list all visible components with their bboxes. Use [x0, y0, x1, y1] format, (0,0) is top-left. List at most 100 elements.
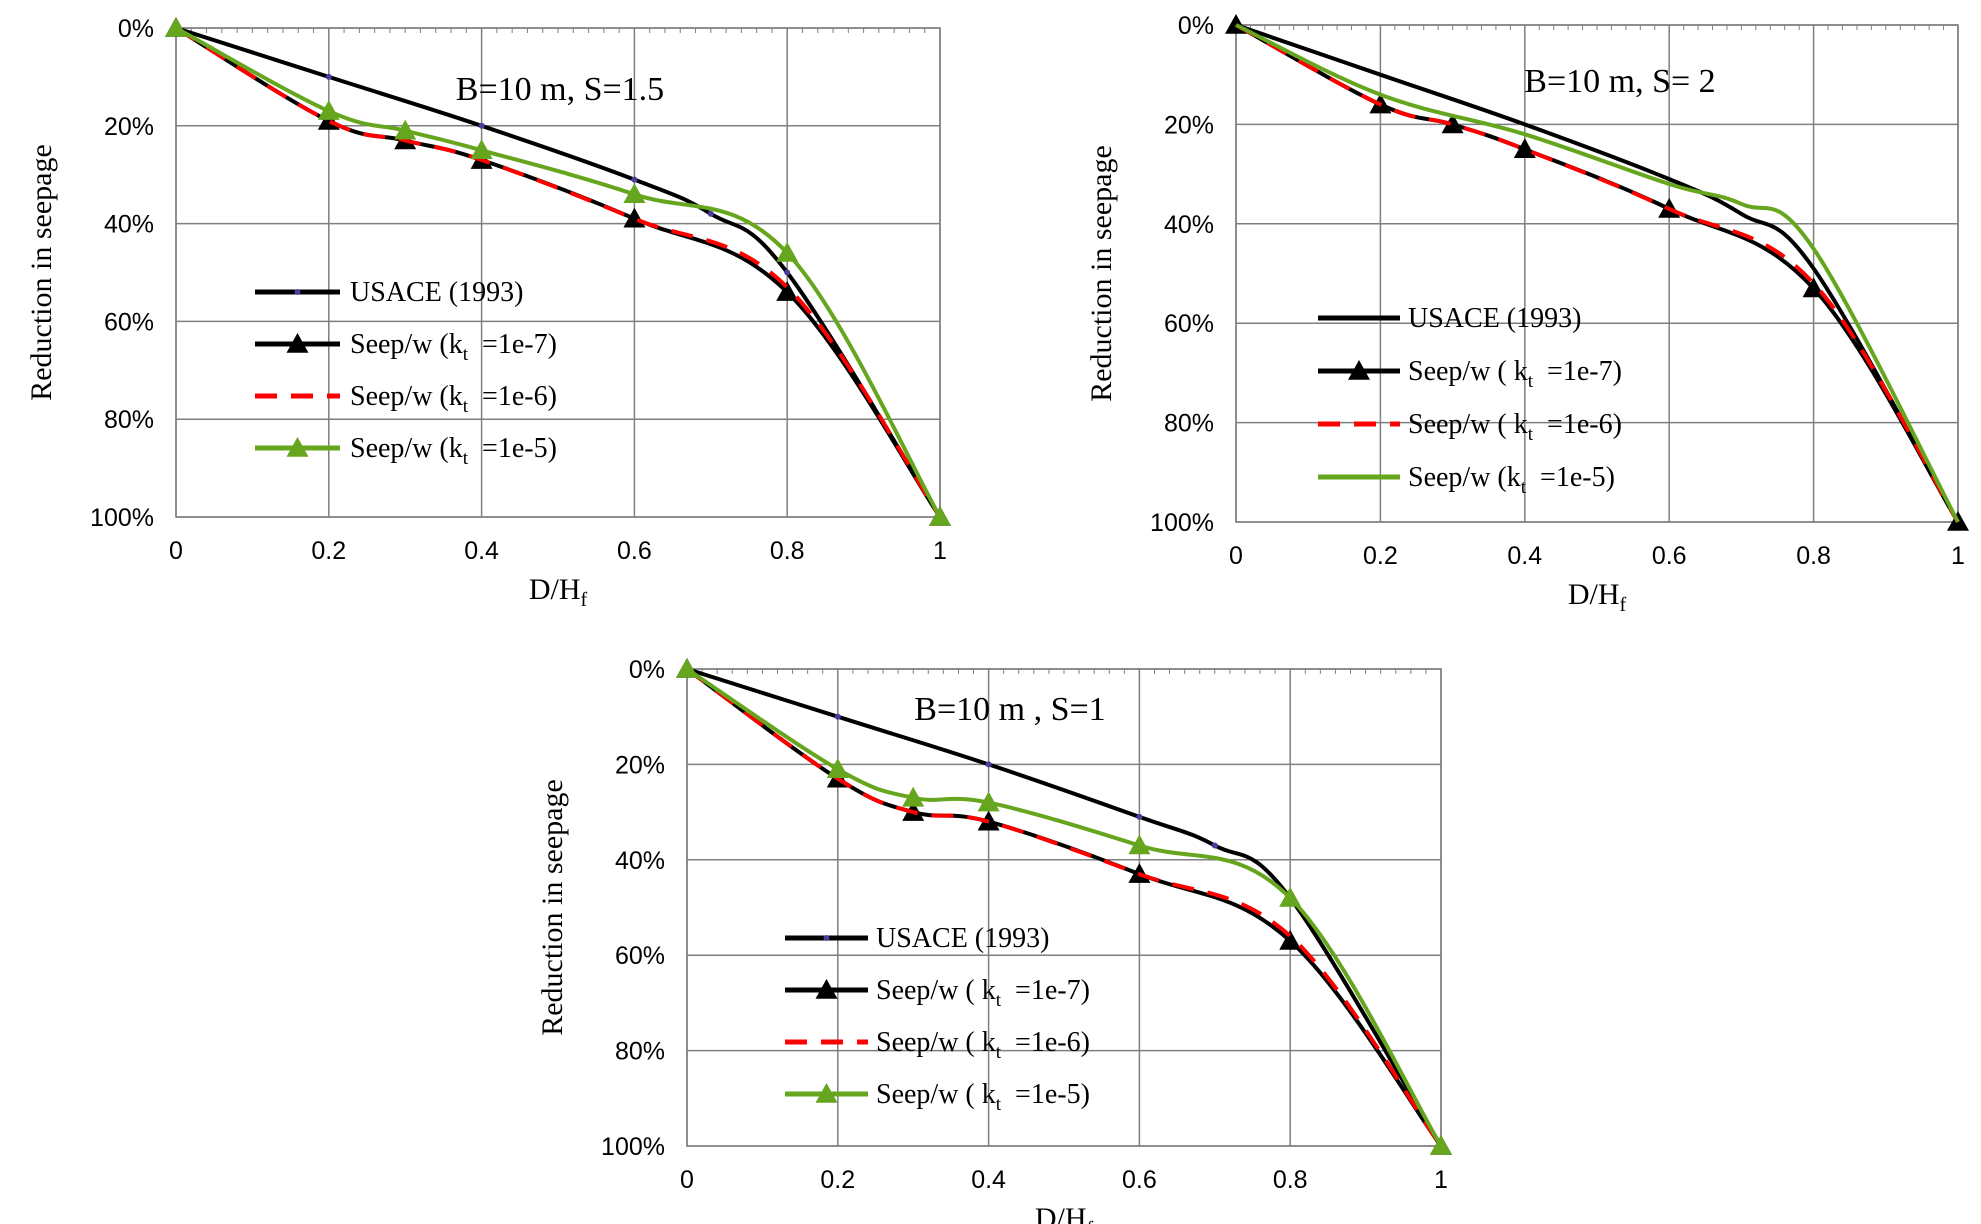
legend-marker [815, 1083, 838, 1103]
data-point [784, 269, 791, 276]
y-tick-label: 0% [118, 15, 154, 43]
data-point [776, 241, 799, 262]
y-tick-label: 100% [90, 504, 154, 532]
y-tick-label: 60% [615, 942, 665, 970]
series-line [1235, 23, 1960, 523]
legend-marker [294, 289, 301, 295]
x-tick-label: 0.8 [1273, 1166, 1308, 1194]
data-point [707, 210, 714, 217]
chart-panel-2: 0 0.2 0.4 0.6 0.8 1 0% 20% 40% 60% 80% 100% D/Hf Redu… [1085, 12, 1969, 616]
data-point [1441, 113, 1464, 134]
series-usace [1235, 23, 1960, 523]
x-axis-title: D/Hf [1035, 1202, 1094, 1224]
data-point [325, 73, 332, 80]
legend-marker [815, 979, 838, 999]
legend-label: Seep/w (kt =1e-6) [350, 381, 557, 417]
x-tick-label: 0.6 [1652, 542, 1687, 570]
data-point [902, 786, 925, 807]
y-tick-label: 80% [1164, 410, 1214, 438]
data-point [1136, 813, 1143, 820]
data-point [977, 791, 1000, 812]
legend-label: USACE (1993) [1408, 303, 1581, 334]
legend: USACE (1993) Seep/w ( kt =1e-7) Seep/w ( kt… [785, 923, 1090, 1115]
chart-title: B=10 m, S=1.5 [456, 71, 664, 108]
x-axis-title: D/Hf [529, 573, 588, 611]
data-point [985, 761, 992, 768]
y-tick-label: 100% [1150, 509, 1214, 537]
data-point [470, 139, 493, 160]
series-k6 [1235, 23, 1960, 524]
data-point [676, 658, 698, 678]
chart-title: B=10 m , S=1 [914, 691, 1105, 728]
y-tick-label: 0% [1178, 12, 1214, 40]
data-point [834, 713, 841, 720]
series-line [685, 667, 1443, 1148]
data-point [165, 17, 187, 37]
y-tick-label: 80% [104, 406, 154, 434]
series-line [1235, 23, 1960, 523]
data-point [1128, 834, 1151, 855]
plot-frame [175, 27, 941, 518]
series-k6 [685, 667, 1443, 1148]
data-point [631, 176, 638, 183]
series-line [685, 667, 1443, 1148]
data-point [776, 281, 799, 301]
legend-marker [286, 437, 309, 457]
data-point [1211, 842, 1218, 849]
x-tick-label: 0.4 [1507, 542, 1542, 570]
y-tick-label: 60% [1164, 310, 1214, 338]
data-point [1279, 886, 1302, 907]
chart-panel-3: 0 0.2 0.4 0.6 0.8 1 0% 20% 40% 60% 80% 100% D/Hf Redu… [536, 656, 1452, 1224]
data-point [1279, 929, 1302, 950]
data-point [826, 758, 849, 778]
data-point [1513, 138, 1536, 159]
x-axis-title: D/Hf [1568, 578, 1627, 616]
x-tick-label: 1 [933, 537, 947, 565]
legend-label: USACE (1993) [876, 923, 1049, 954]
legend-marker [1348, 360, 1370, 380]
x-tick-label: 0.8 [1796, 542, 1831, 570]
x-tick-label: 0.4 [464, 537, 499, 565]
data-point [394, 119, 417, 140]
legend-label: Seep/w ( kt =1e-7) [1408, 356, 1622, 392]
series-usace [684, 666, 1444, 1149]
data-point [478, 122, 485, 129]
legend-label: Seep/w (kt =1e-5) [350, 433, 557, 469]
x-tick-label: 0.6 [617, 537, 652, 565]
x-tick-label: 1 [1434, 1166, 1448, 1194]
y-axis-title: Reduction in seepage [25, 144, 58, 401]
y-tick-label: 100% [601, 1133, 665, 1161]
x-tick-label: 0 [169, 537, 183, 565]
series-k5 [676, 658, 1452, 1155]
chart-title: B=10 m, S= 2 [1524, 63, 1715, 100]
legend-label: Seep/w ( kt =1e-6) [1408, 409, 1622, 445]
series-line [686, 667, 1443, 1148]
series-k5 [165, 17, 951, 526]
x-tick-label: 0.4 [971, 1166, 1006, 1194]
x-tick-label: 1 [1951, 542, 1965, 570]
y-tick-label: 20% [1164, 111, 1214, 139]
legend-label: Seep/w ( kt =1e-5) [876, 1079, 1090, 1115]
data-point [623, 207, 646, 228]
x-tick-label: 0 [680, 1166, 694, 1194]
y-tick-label: 20% [104, 113, 154, 141]
plot-frame [686, 668, 1442, 1147]
y-axis-title: Reduction in seepage [536, 779, 569, 1036]
y-tick-label: 0% [629, 656, 665, 684]
x-tick-label: 0.2 [820, 1166, 855, 1194]
y-tick-label: 60% [104, 308, 154, 336]
x-tick-label: 0.8 [770, 537, 805, 565]
legend-marker [286, 333, 309, 353]
series-line [685, 667, 1443, 1148]
series-line [1235, 23, 1960, 524]
legend-label: Seep/w ( kt =1e-6) [876, 1027, 1090, 1063]
legend: USACE (1993) Seep/w (kt =1e-7) Seep/w (kt =1… [255, 277, 557, 469]
legend-label: Seep/w ( kt =1e-7) [876, 975, 1090, 1011]
data-point [929, 506, 951, 526]
y-tick-label: 20% [615, 751, 665, 779]
y-tick-label: 40% [1164, 211, 1214, 239]
legend-label: Seep/w (kt =1e-5) [1408, 462, 1615, 498]
x-tick-label: 0 [1229, 542, 1243, 570]
y-axis-title: Reduction in seepage [1085, 145, 1118, 402]
